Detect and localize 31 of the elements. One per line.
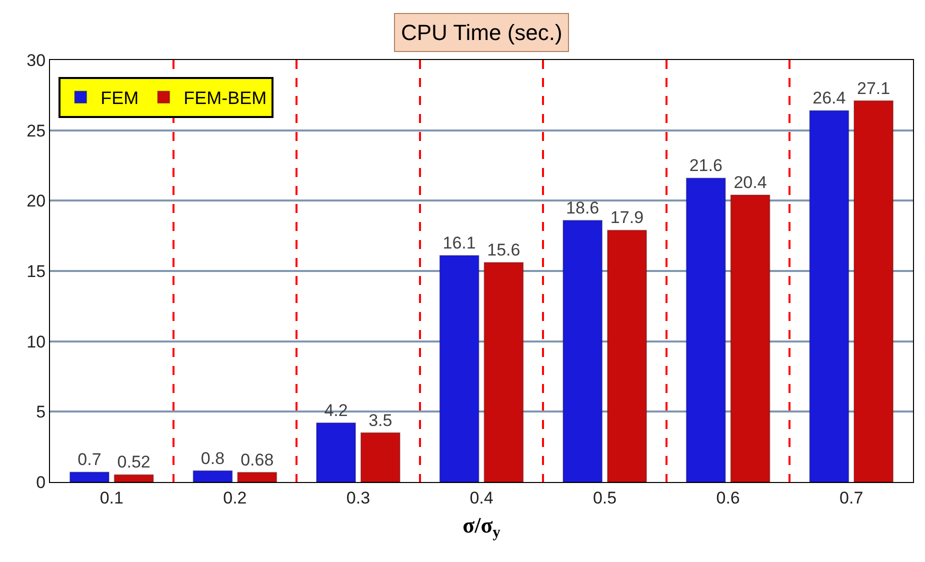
data-label: 16.1 bbox=[442, 234, 476, 253]
x-tick-label: 0.1 bbox=[100, 488, 124, 508]
y-tick-label: 30 bbox=[26, 50, 46, 70]
x-tick-label: 0.6 bbox=[716, 488, 740, 508]
x-tick-label: 0.3 bbox=[346, 488, 370, 508]
chart-title: CPU Time (sec.) bbox=[401, 20, 562, 45]
data-label: 27.1 bbox=[857, 78, 890, 98]
x-tick-label: 0.2 bbox=[223, 488, 247, 508]
data-label: 0.68 bbox=[240, 450, 274, 470]
data-label: 20.4 bbox=[734, 173, 767, 192]
data-label: 18.6 bbox=[566, 198, 600, 218]
data-label: 0.8 bbox=[200, 448, 225, 468]
data-label: 17.9 bbox=[610, 208, 644, 228]
y-tick-label: 5 bbox=[36, 402, 46, 422]
data-label: 3.5 bbox=[368, 410, 392, 430]
legend-label: FEM bbox=[100, 88, 139, 108]
data-label: 0.52 bbox=[117, 452, 150, 472]
y-tick-label: 0 bbox=[36, 472, 46, 492]
x-tick-label: 0.7 bbox=[840, 488, 864, 508]
data-label: 0.7 bbox=[78, 450, 102, 470]
data-label: 21.6 bbox=[689, 156, 722, 176]
legend-label: FEM-BEM bbox=[184, 88, 267, 108]
y-tick-label: 15 bbox=[26, 262, 46, 281]
data-label: 26.4 bbox=[812, 88, 846, 108]
y-tick-label: 20 bbox=[26, 192, 46, 211]
x-tick-label: 0.5 bbox=[592, 488, 617, 508]
x-axis-title: σ/σ$_{y}$ bbox=[462, 512, 501, 541]
y-tick-label: 25 bbox=[26, 121, 46, 140]
data-label: 15.6 bbox=[487, 240, 520, 260]
y-tick-label: 10 bbox=[26, 332, 46, 352]
x-tick-label: 0.4 bbox=[470, 488, 494, 508]
